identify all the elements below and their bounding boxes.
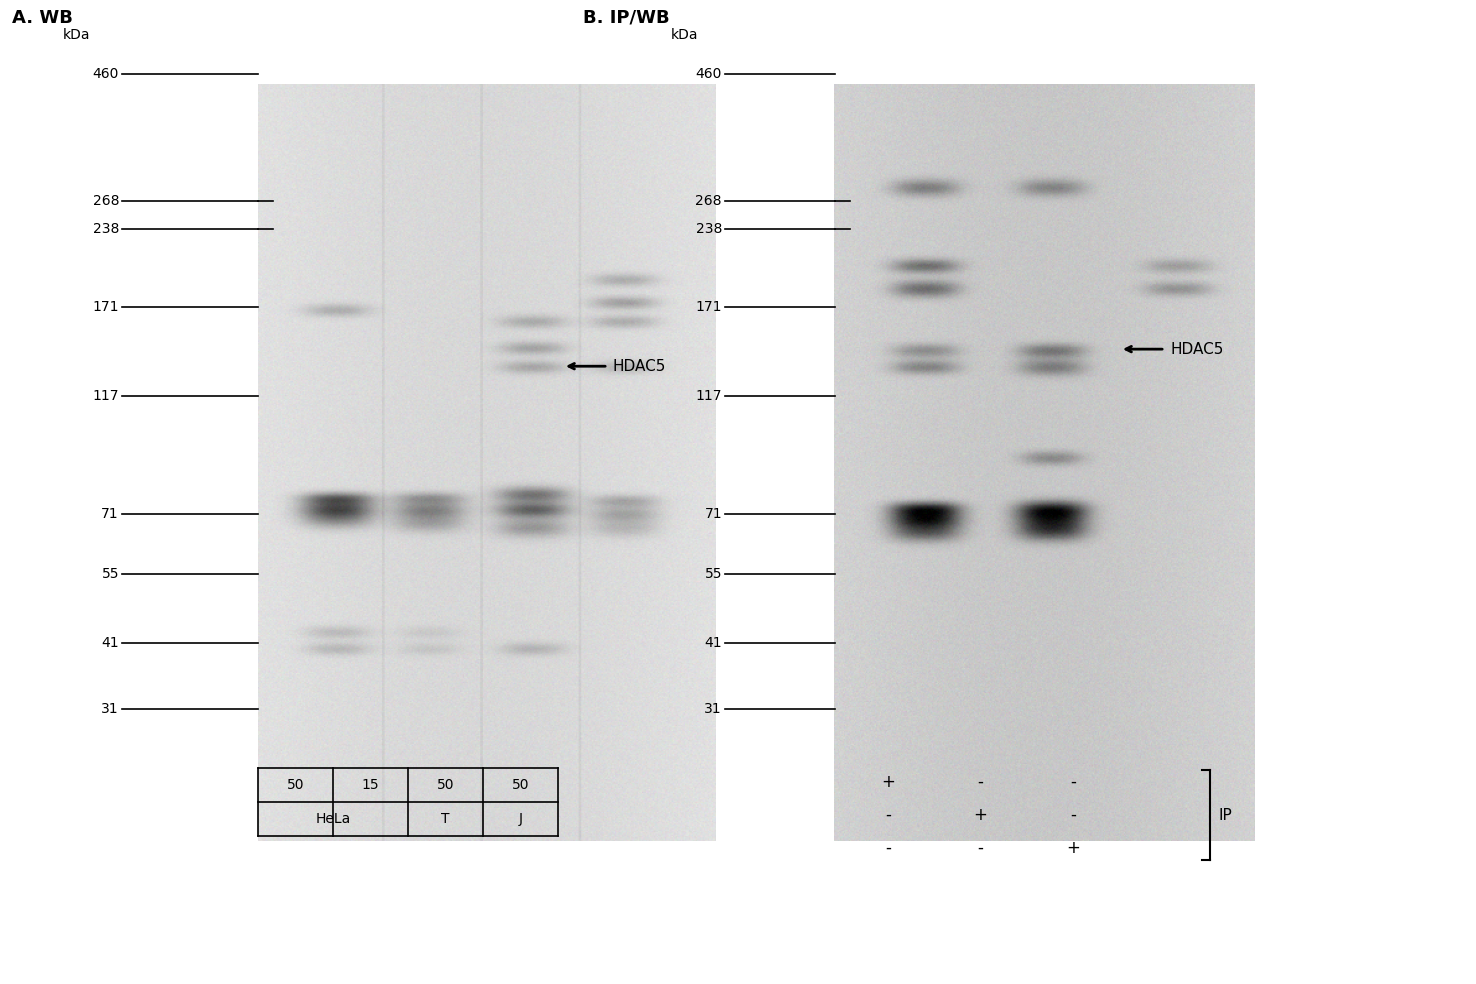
- Text: HDAC5: HDAC5: [613, 359, 666, 374]
- Text: +: +: [1066, 839, 1080, 857]
- Text: kDa: kDa: [672, 28, 698, 42]
- Text: 50: 50: [512, 778, 530, 792]
- Text: 50: 50: [286, 778, 304, 792]
- Text: -: -: [977, 773, 983, 791]
- Text: 117: 117: [93, 390, 120, 403]
- Text: J: J: [518, 812, 523, 826]
- Text: 31: 31: [704, 703, 722, 716]
- Text: 238: 238: [695, 222, 722, 236]
- Text: -: -: [1070, 773, 1076, 791]
- Text: +: +: [881, 773, 894, 791]
- Text: 171: 171: [93, 300, 120, 314]
- Text: 15: 15: [362, 778, 379, 792]
- Text: 71: 71: [704, 507, 722, 522]
- Text: 55: 55: [704, 567, 722, 582]
- Text: 171: 171: [695, 300, 722, 314]
- Text: -: -: [886, 806, 892, 824]
- Text: kDa: kDa: [63, 28, 90, 42]
- Text: B. IP/WB: B. IP/WB: [583, 9, 670, 27]
- Text: 55: 55: [102, 567, 120, 582]
- Text: HDAC5: HDAC5: [1170, 341, 1224, 356]
- Text: 71: 71: [102, 507, 120, 522]
- Text: HeLa: HeLa: [316, 812, 351, 826]
- Text: 460: 460: [695, 67, 722, 81]
- Text: -: -: [977, 839, 983, 857]
- Text: 41: 41: [704, 637, 722, 650]
- Text: 238: 238: [93, 222, 120, 236]
- Text: A. WB: A. WB: [12, 9, 72, 27]
- Text: +: +: [974, 806, 987, 824]
- Text: 268: 268: [695, 194, 722, 209]
- Text: -: -: [886, 839, 892, 857]
- Text: -: -: [1070, 806, 1076, 824]
- Text: IP: IP: [1218, 808, 1232, 823]
- Text: 50: 50: [437, 778, 455, 792]
- Text: 460: 460: [93, 67, 120, 81]
- Text: 41: 41: [102, 637, 120, 650]
- Text: 31: 31: [102, 703, 120, 716]
- Text: 268: 268: [93, 194, 120, 209]
- Text: 117: 117: [695, 390, 722, 403]
- Text: T: T: [441, 812, 450, 826]
